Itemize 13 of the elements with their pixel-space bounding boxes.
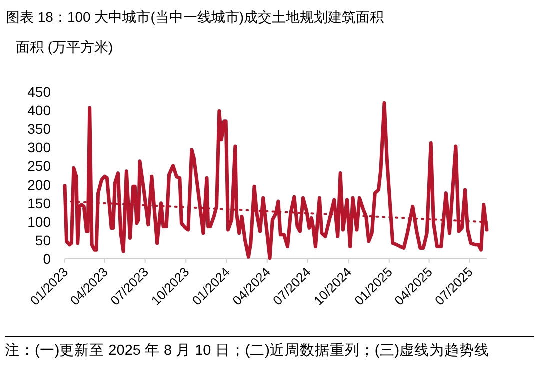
- y-tick-label: 100: [28, 214, 52, 230]
- y-tick-label: 300: [28, 140, 52, 156]
- ylabel: 面积 (万平方米): [16, 39, 114, 55]
- annotation: 注：(一)更新至 2025 年 8 月 10 日；(二)近周数据重列；(三)虚线为趋势线: [5, 343, 490, 359]
- y-tick-label: 0: [43, 251, 52, 267]
- y-tick-label: 250: [28, 158, 52, 174]
- y-tick-label: 50: [35, 232, 52, 248]
- y-tick-label: 350: [28, 121, 52, 138]
- y-tick-label: 150: [28, 195, 52, 212]
- title: 图表 18：100 大中城市(当中一线城市)成交土地规划建筑面积: [6, 9, 384, 25]
- y-tick-label: 450: [28, 84, 52, 100]
- y-tick-label: 200: [28, 176, 52, 193]
- y-tick-label: 400: [28, 102, 52, 119]
